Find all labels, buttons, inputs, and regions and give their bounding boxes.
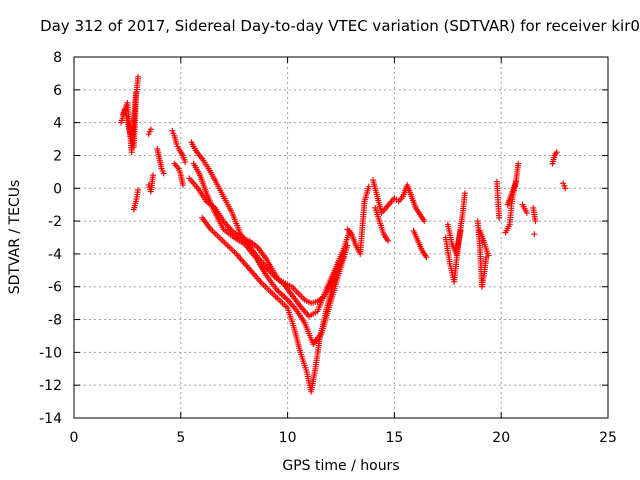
x-tick-label: 10: [279, 430, 297, 446]
data-point-marker: [384, 237, 391, 244]
data-point-marker: [160, 170, 167, 177]
data-point-marker: [179, 181, 186, 188]
y-tick-label: -12: [39, 378, 62, 394]
chart-title: Day 312 of 2017, Sidereal Day-to-day VTE…: [40, 17, 640, 35]
y-tick-label: -14: [39, 411, 62, 427]
x-tick-label: 0: [70, 430, 79, 446]
y-tick-label: 2: [53, 148, 62, 164]
x-tick-label: 15: [385, 430, 403, 446]
data-point-marker: [182, 159, 189, 166]
data-point-marker: [513, 178, 520, 185]
x-axis-label: GPS time / hours: [282, 458, 399, 474]
data-point-marker: [515, 160, 522, 167]
data-point-marker: [457, 227, 464, 234]
data-point-marker: [275, 288, 282, 295]
y-axis-ticks: -14 -12 -10 -8 -6 -4 -2 0 2 4 6 8: [39, 50, 608, 427]
data-point-marker: [150, 172, 157, 179]
x-tick-label: 5: [176, 430, 185, 446]
data-point-marker: [365, 183, 372, 190]
data-point-marker: [423, 254, 430, 261]
data-point-marker: [132, 90, 139, 97]
data-point-marker: [276, 289, 283, 296]
data-point-marker: [135, 73, 142, 80]
data-point-marker: [562, 185, 569, 192]
y-axis-label: SDTVAR / TECUs: [7, 180, 23, 295]
y-tick-label: 4: [53, 116, 62, 132]
data-point-marker: [147, 126, 154, 133]
data-point-marker: [523, 209, 530, 216]
data-point-marker: [278, 291, 285, 298]
grid: [74, 57, 608, 418]
y-tick-label: 6: [53, 83, 62, 99]
data-point-marker: [344, 242, 351, 249]
data-point-marker: [283, 295, 290, 302]
data-point-marker: [485, 252, 492, 259]
plot-frame: [73, 56, 609, 419]
y-tick-label: -10: [39, 345, 62, 361]
data-point-marker: [531, 231, 538, 238]
y-tick-label: -2: [48, 214, 62, 230]
y-tick-label: 0: [53, 181, 62, 197]
data-point-marker: [340, 254, 347, 261]
y-tick-label: -6: [48, 280, 62, 296]
y-tick-label: 8: [53, 50, 62, 66]
data-point-marker: [461, 190, 468, 197]
x-tick-label: 25: [599, 430, 617, 446]
x-tick-label: 20: [492, 430, 510, 446]
data-point-marker: [421, 218, 428, 225]
data-point-marker: [281, 294, 288, 301]
x-axis-ticks: 0 5 10 15 20 25: [70, 57, 617, 446]
data-point-marker: [496, 214, 503, 221]
data-point-marker: [553, 149, 560, 156]
y-tick-label: -8: [48, 313, 62, 329]
data-point-marker: [280, 292, 287, 299]
y-tick-label: -4: [48, 247, 62, 263]
data-points: [117, 73, 569, 395]
data-point-marker: [532, 218, 539, 225]
data-point-marker: [135, 186, 142, 193]
